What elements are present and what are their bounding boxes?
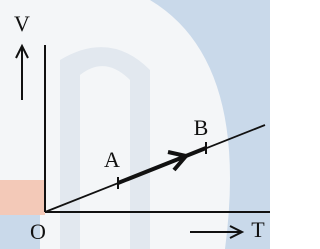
diagram: V T O A B	[0, 0, 270, 249]
background-shape	[0, 180, 45, 215]
point-b-label: B	[194, 115, 209, 140]
origin-label: O	[30, 219, 46, 244]
y-axis-label: V	[14, 11, 30, 36]
point-a-label: A	[104, 147, 120, 172]
x-axis-label: T	[251, 217, 265, 242]
